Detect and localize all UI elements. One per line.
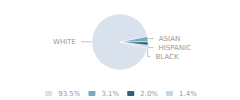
svg-text:BLACK: BLACK (156, 53, 179, 61)
svg-text:2.0%: 2.0% (140, 90, 158, 98)
svg-text:93.5%: 93.5% (58, 90, 81, 98)
svg-text:3.1%: 3.1% (101, 90, 119, 98)
svg-text:WHITE: WHITE (53, 38, 76, 46)
svg-text:HISPANIC: HISPANIC (159, 44, 192, 52)
svg-text:ASIAN: ASIAN (159, 35, 180, 43)
svg-text:1.4%: 1.4% (179, 90, 197, 98)
